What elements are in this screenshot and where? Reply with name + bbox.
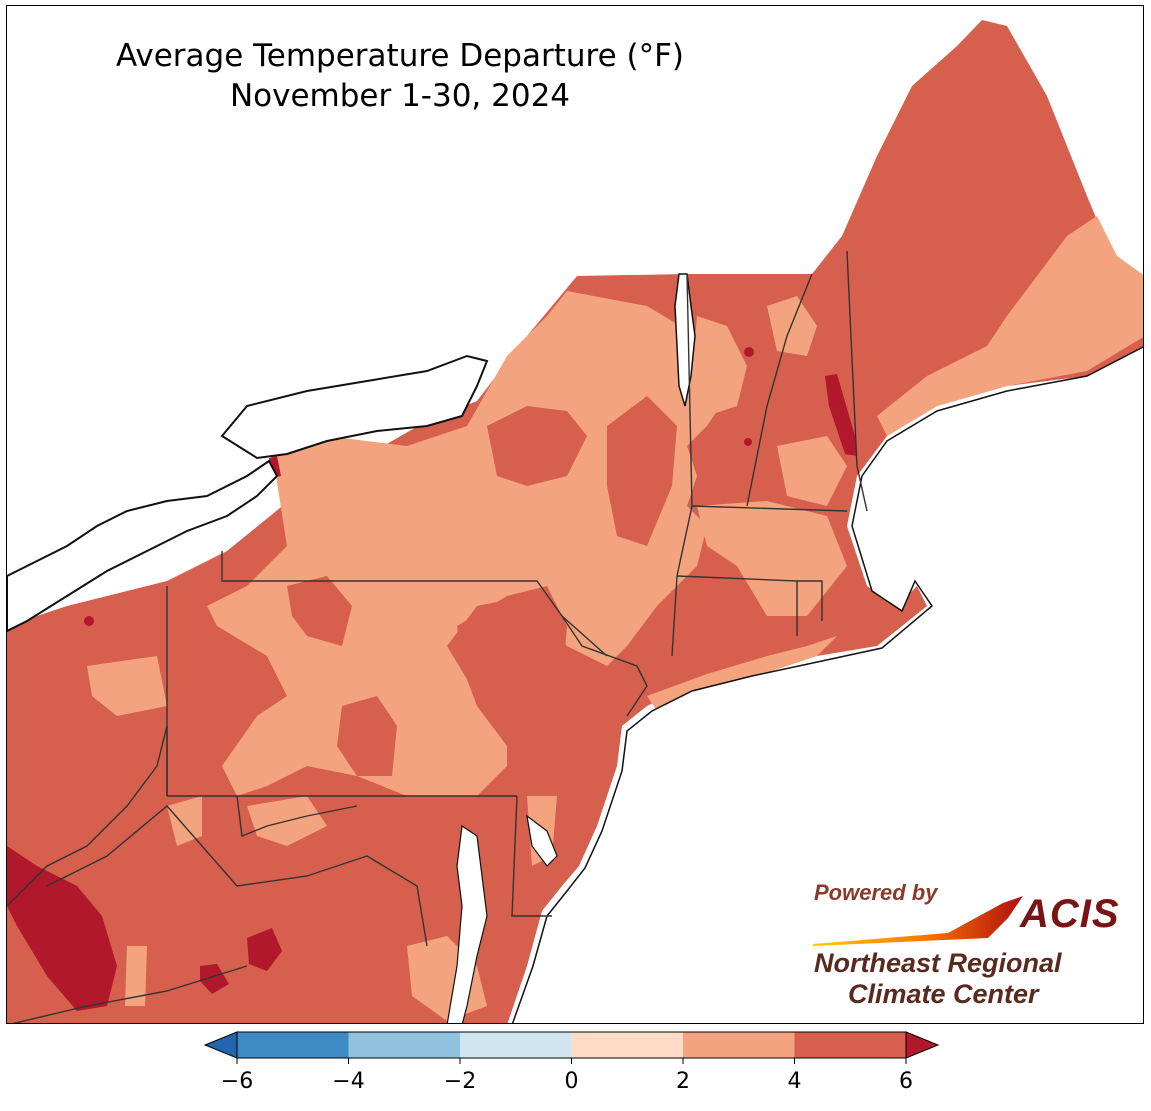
land-2-4-new-england-south bbox=[697, 501, 847, 616]
nh-maine-border bbox=[846, 250, 868, 512]
land-4-6-patch-pa bbox=[457, 586, 567, 746]
land-6-plus-ohio-dot bbox=[84, 616, 94, 626]
land-6-plus-nh-dot bbox=[744, 438, 752, 446]
land-2-4-maine-coast bbox=[877, 216, 1143, 436]
land-2-4-nh-south bbox=[777, 436, 847, 506]
colorbar-tick-label: −6 bbox=[221, 1069, 253, 1094]
state-boundaries bbox=[7, 250, 868, 1023]
de-md-border bbox=[511, 795, 552, 917]
land-2-4-va bbox=[167, 796, 202, 846]
colorbar-tick-label: 6 bbox=[899, 1069, 913, 1094]
org-name-line2: Climate Center bbox=[848, 979, 1039, 1009]
ny-pa-border bbox=[221, 551, 608, 657]
md-wv-border bbox=[236, 795, 358, 837]
land-6-plus-nh bbox=[825, 374, 857, 456]
colorbar-tick-label: 4 bbox=[788, 1069, 802, 1094]
land-6-plus-va-2 bbox=[200, 964, 229, 994]
land-6-plus-wv bbox=[7, 846, 117, 1011]
land-2-4-vermont bbox=[692, 316, 747, 416]
colorbar-bin bbox=[348, 1032, 461, 1058]
colorbar-bins bbox=[237, 1032, 907, 1058]
temperature-map bbox=[7, 20, 1143, 1023]
land-6-plus-va bbox=[247, 928, 282, 971]
chesapeake-bay bbox=[446, 824, 488, 1023]
vt-nh-border bbox=[746, 273, 813, 507]
va-south-line bbox=[12, 965, 248, 1023]
map-frame bbox=[6, 5, 1144, 1024]
nj-border bbox=[561, 615, 648, 717]
powered-by-text: Powered by bbox=[814, 880, 938, 905]
colorbar-tick-label: 0 bbox=[565, 1069, 579, 1094]
colorbar-bin bbox=[794, 1032, 907, 1058]
land-4-6-patch-ny bbox=[487, 406, 587, 486]
delaware-bay bbox=[526, 814, 558, 867]
colorbar-tick-label: −4 bbox=[332, 1069, 364, 1094]
land-2-4-region bbox=[207, 291, 727, 796]
colorbar-legend: −6 −4 −2 0 2 4 6 bbox=[203, 1031, 940, 1094]
wv-va-border bbox=[46, 805, 428, 947]
colorbar-bin bbox=[571, 1032, 684, 1058]
mass-south-border bbox=[691, 505, 848, 512]
land-4-6-patch-pa-west bbox=[287, 576, 352, 646]
ri-ma-border bbox=[797, 580, 823, 621]
colorbar-tick-label: 2 bbox=[676, 1069, 690, 1094]
acis-swoosh-logo bbox=[813, 896, 1023, 946]
lake-champlain bbox=[674, 273, 696, 407]
land-2-4-new-hampshire bbox=[767, 296, 817, 356]
land-2-4-southwest bbox=[87, 656, 167, 716]
land-4-6-patch-ny-east bbox=[607, 396, 677, 546]
ohio-wv-border bbox=[7, 725, 168, 907]
colorbar-bin bbox=[683, 1032, 795, 1058]
colorbar-ticks: −6 −4 −2 0 2 4 6 bbox=[221, 1058, 913, 1094]
map-title: Average Temperature Departure (°F) bbox=[115, 38, 685, 74]
colorbar-above-arrow bbox=[905, 1031, 940, 1059]
map-subtitle: November 1-30, 2024 bbox=[229, 78, 571, 114]
ny-new-england-border bbox=[671, 273, 693, 657]
atlantic-ocean bbox=[511, 346, 1143, 1023]
land-4-6-patch-pa-central bbox=[337, 696, 397, 776]
land-6-plus-vt-dot bbox=[744, 347, 754, 357]
lake-erie bbox=[7, 459, 279, 633]
colorbar-bin bbox=[237, 1032, 349, 1058]
acis-text: ACIS bbox=[1020, 892, 1120, 936]
org-name-line1: Northeast Regional bbox=[814, 948, 1062, 978]
colorbar-below-arrow bbox=[203, 1031, 238, 1059]
colorbar-tick-label: −2 bbox=[444, 1069, 476, 1094]
land-2-4-va-south bbox=[125, 946, 147, 1006]
acis-credit: Powered by ACIS Northeast Regional Clima… bbox=[808, 878, 1128, 1009]
lake-ontario bbox=[220, 354, 489, 460]
colorbar-bin bbox=[460, 1032, 572, 1058]
